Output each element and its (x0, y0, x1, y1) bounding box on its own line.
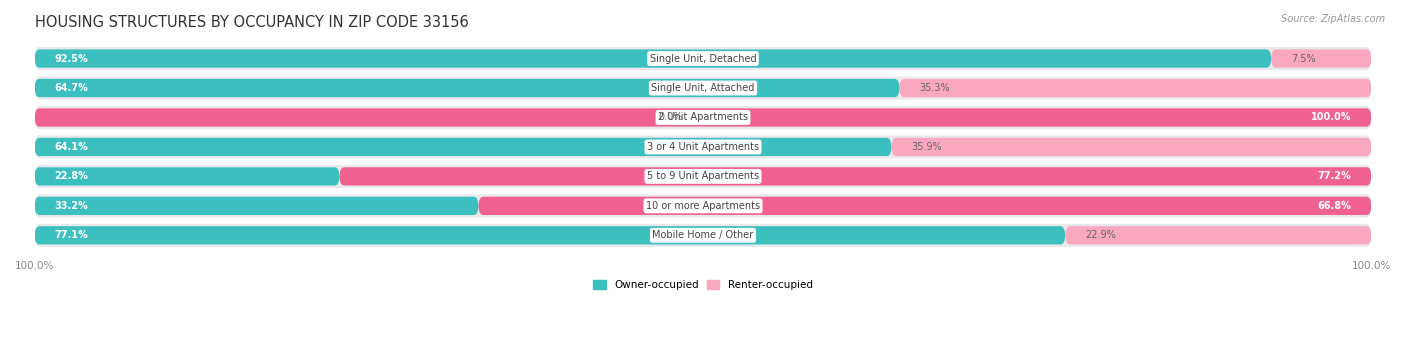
FancyBboxPatch shape (900, 79, 1371, 97)
Text: 2 Unit Apartments: 2 Unit Apartments (658, 113, 748, 122)
Text: 7.5%: 7.5% (1291, 54, 1316, 63)
FancyBboxPatch shape (339, 167, 1371, 186)
Legend: Owner-occupied, Renter-occupied: Owner-occupied, Renter-occupied (589, 276, 817, 294)
FancyBboxPatch shape (35, 47, 1371, 70)
Text: 22.9%: 22.9% (1085, 230, 1116, 240)
FancyBboxPatch shape (35, 165, 1371, 188)
FancyBboxPatch shape (35, 138, 891, 156)
FancyBboxPatch shape (35, 224, 1371, 247)
Text: 10 or more Apartments: 10 or more Apartments (645, 201, 761, 211)
Text: 77.2%: 77.2% (1317, 172, 1351, 181)
FancyBboxPatch shape (35, 135, 1371, 159)
Text: 64.1%: 64.1% (55, 142, 89, 152)
Text: Source: ZipAtlas.com: Source: ZipAtlas.com (1281, 14, 1385, 24)
FancyBboxPatch shape (35, 226, 1066, 244)
FancyBboxPatch shape (478, 197, 1371, 215)
Text: Mobile Home / Other: Mobile Home / Other (652, 230, 754, 240)
Text: 64.7%: 64.7% (55, 83, 89, 93)
FancyBboxPatch shape (35, 108, 1371, 127)
FancyBboxPatch shape (35, 167, 339, 186)
FancyBboxPatch shape (35, 197, 478, 215)
Text: 5 to 9 Unit Apartments: 5 to 9 Unit Apartments (647, 172, 759, 181)
FancyBboxPatch shape (1271, 49, 1371, 68)
Text: 35.9%: 35.9% (911, 142, 942, 152)
Text: 33.2%: 33.2% (55, 201, 89, 211)
Text: 3 or 4 Unit Apartments: 3 or 4 Unit Apartments (647, 142, 759, 152)
Text: 66.8%: 66.8% (1317, 201, 1351, 211)
FancyBboxPatch shape (1066, 226, 1371, 244)
Text: 0.0%: 0.0% (658, 113, 683, 122)
FancyBboxPatch shape (35, 76, 1371, 100)
Text: 100.0%: 100.0% (1310, 113, 1351, 122)
FancyBboxPatch shape (35, 79, 900, 97)
Text: Single Unit, Attached: Single Unit, Attached (651, 83, 755, 93)
Text: 22.8%: 22.8% (55, 172, 89, 181)
Text: 92.5%: 92.5% (55, 54, 89, 63)
FancyBboxPatch shape (35, 49, 1271, 68)
FancyBboxPatch shape (35, 194, 1371, 217)
Text: 35.3%: 35.3% (920, 83, 950, 93)
Text: 77.1%: 77.1% (55, 230, 89, 240)
Text: Single Unit, Detached: Single Unit, Detached (650, 54, 756, 63)
FancyBboxPatch shape (891, 138, 1371, 156)
Text: HOUSING STRUCTURES BY OCCUPANCY IN ZIP CODE 33156: HOUSING STRUCTURES BY OCCUPANCY IN ZIP C… (35, 15, 468, 30)
FancyBboxPatch shape (35, 106, 1371, 129)
